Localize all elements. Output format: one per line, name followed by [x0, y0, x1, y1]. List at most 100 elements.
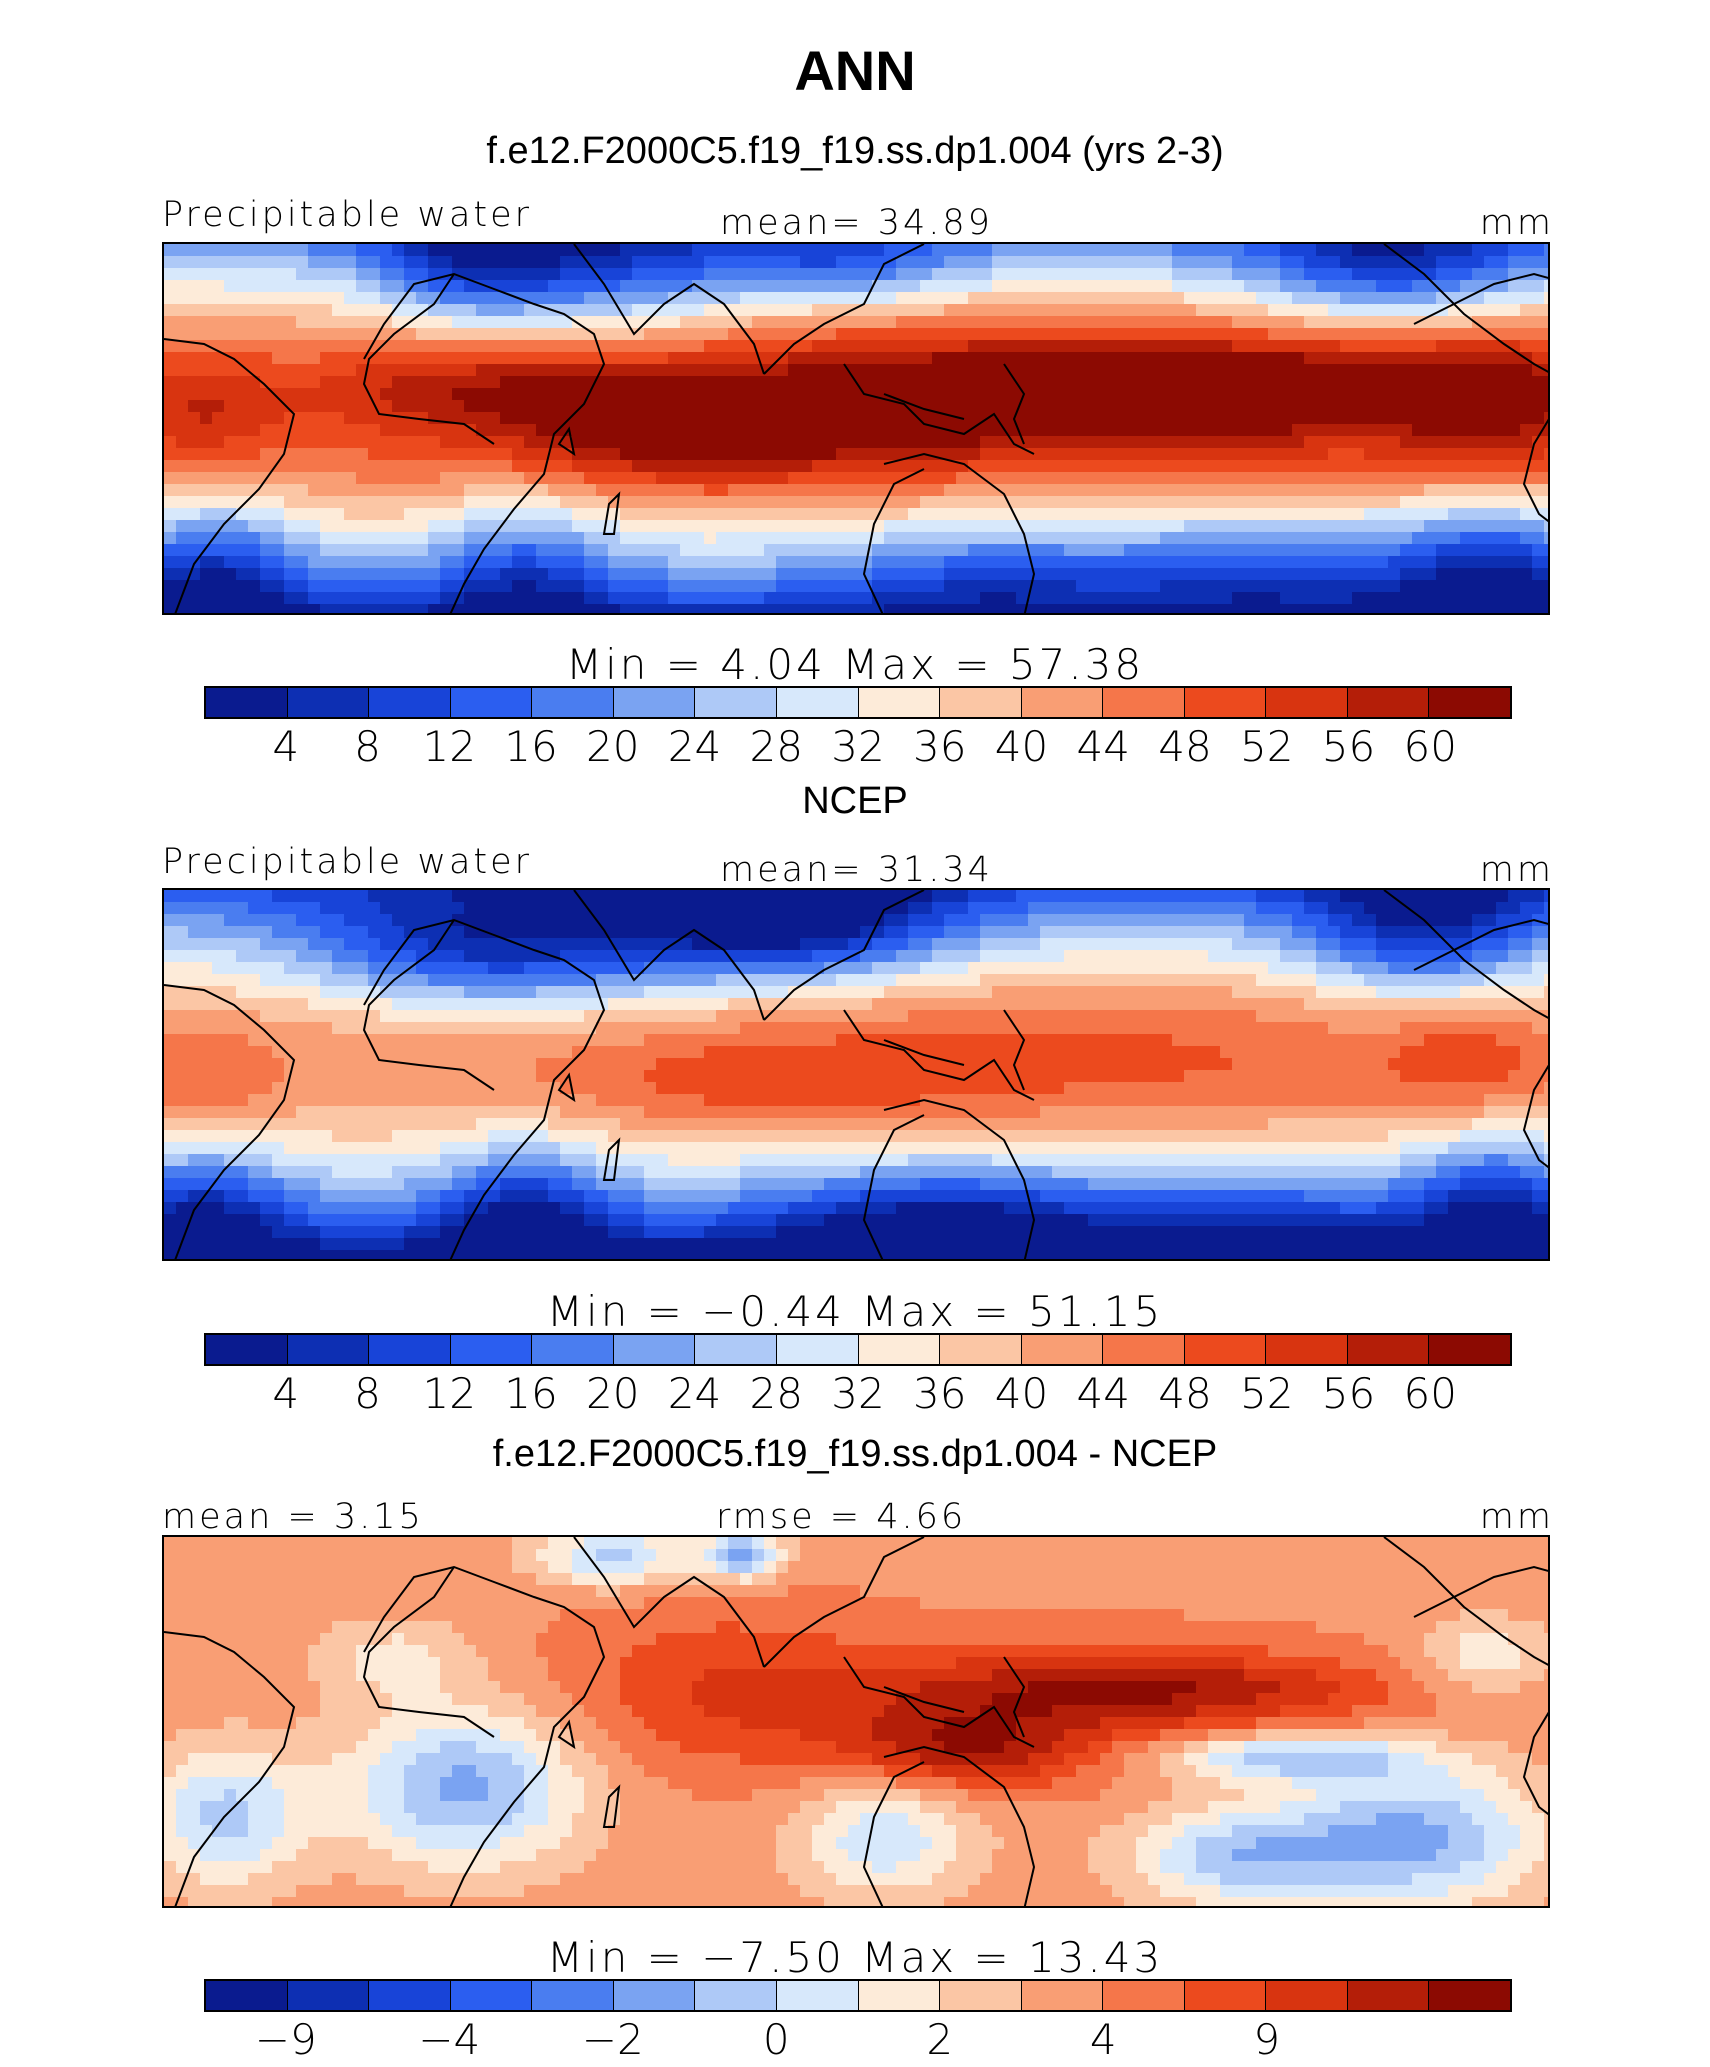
coastline: [363, 1565, 606, 1906]
coastline: [164, 338, 296, 613]
colorbar-tick-label: 8: [354, 722, 381, 771]
coastline: [573, 1537, 765, 1668]
coastline: [602, 491, 621, 535]
min-max-label: Min = 4.04 Max = 57.38: [565, 640, 1145, 689]
colorbar-swatch: [450, 688, 533, 717]
panel-title: f.e12.F2000C5.f19_f19.ss.dp1.004 - NCEP: [492, 1433, 1218, 1475]
colorbar-tick-label: −9: [254, 2015, 317, 2064]
coastline: [862, 1761, 925, 1906]
units-label: mm: [1479, 850, 1554, 890]
field-diff: [164, 1537, 1548, 1906]
coastline: [1003, 1009, 1026, 1091]
colorbar-swatch: [1266, 1335, 1348, 1364]
coastline: [557, 1072, 576, 1103]
variable-label: Precipitable water: [162, 195, 533, 235]
coastline: [602, 1137, 621, 1181]
colorbar-swatch: [287, 1981, 370, 2010]
rmse-label: rmse = 4.66: [716, 1497, 967, 1537]
colorbar-ticks: 4 8 12 16 20 24 28 32 36 40 44 48 52 56 60: [204, 722, 1512, 771]
colorbar-swatch: [858, 688, 941, 717]
colorbar-tick-label: 36: [913, 722, 967, 771]
colorbar-tick-label: −4: [418, 2015, 481, 2064]
colorbar-swatch: [450, 1981, 533, 2010]
coastline: [1383, 1537, 1548, 1666]
colorbar-tick-label: 8: [354, 1369, 381, 1418]
coastline: [362, 919, 495, 1091]
field-model: [164, 244, 1548, 613]
colorbar: [204, 1333, 1512, 1366]
colorbar-swatch: [613, 688, 696, 717]
colorbar-swatch: [450, 1335, 533, 1364]
coastline: [1003, 363, 1026, 445]
min-max-label: Min = −0.44 Max = 51.15: [546, 1287, 1164, 1336]
colorbar-swatch: [1021, 1335, 1104, 1364]
coastline: [883, 1098, 1036, 1259]
colorbar-swatch: [613, 1335, 696, 1364]
contour-plot-svg: [164, 1537, 1548, 1906]
mean-label: mean = 3.15: [162, 1497, 424, 1537]
coastline: [573, 244, 765, 375]
colorbar-swatch: [1429, 688, 1510, 717]
colorbar: [204, 686, 1512, 719]
colorbar-ticks: −9 −4 −2 0 2 4 9: [204, 2015, 1512, 2064]
colorbar-swatch: [1184, 1335, 1267, 1364]
coastline: [557, 426, 576, 457]
panel-title: NCEP: [802, 780, 908, 822]
coastline: [1522, 1064, 1548, 1169]
colorbar-tick-label: 56: [1321, 722, 1376, 771]
coastline: [883, 1745, 1036, 1906]
coastline: [573, 890, 765, 1021]
colorbar-tick-label: 32: [831, 722, 885, 771]
units-label: mm: [1479, 1497, 1554, 1537]
mean-label: mean= 31.34: [720, 850, 993, 890]
colorbar-swatch: [1184, 1981, 1267, 2010]
colorbar-swatch: [369, 1981, 451, 2010]
colorbar-swatch: [695, 688, 777, 717]
coastlines: [164, 890, 1548, 1259]
coastline: [164, 984, 296, 1259]
mean-label: mean= 34.89: [720, 203, 993, 243]
colorbar-tick-label: 0: [762, 2015, 790, 2064]
colorbar-swatch: [1184, 688, 1267, 717]
colorbar-tick-label: 20: [586, 722, 640, 771]
coastline: [1383, 890, 1548, 1019]
coastline: [843, 1009, 1035, 1101]
coastline: [883, 1686, 965, 1713]
colorbar-swatch: [1021, 688, 1104, 717]
colorbar-tick-label: 48: [1158, 722, 1212, 771]
colorbar-tick-label: 4: [272, 1369, 300, 1418]
colorbar-swatch: [206, 1981, 288, 2010]
coastline: [1413, 1565, 1548, 1618]
colorbar-swatch: [858, 1981, 941, 2010]
coastline: [363, 272, 606, 613]
colorbar-swatch: [369, 688, 451, 717]
colorbar-swatch: [287, 1335, 370, 1364]
colorbar-swatch: [206, 1335, 288, 1364]
page-title: ANN: [794, 39, 916, 102]
coastline: [1413, 918, 1548, 971]
colorbar-swatch: [1021, 1981, 1104, 2010]
contour-plot-svg: [164, 244, 1548, 613]
colorbar-swatch: [1347, 688, 1430, 717]
coastline: [1383, 244, 1548, 373]
colorbar-swatch: [940, 688, 1022, 717]
colorbar-swatch: [695, 1335, 777, 1364]
coastline: [883, 452, 1036, 613]
colorbar-tick-label: 56: [1321, 1369, 1376, 1418]
colorbar-tick-label: 9: [1253, 2015, 1281, 2064]
colorbar-tick-label: 4: [1089, 2015, 1117, 2064]
colorbar-tick-label: 12: [422, 722, 476, 771]
coastline: [362, 273, 495, 445]
colorbar-tick-label: 28: [749, 1369, 803, 1418]
coastlines: [164, 244, 1548, 613]
colorbar-tick-label: 32: [831, 1369, 885, 1418]
contour-map-model: [162, 242, 1550, 615]
coastline: [763, 1537, 925, 1668]
colorbar-swatch: [613, 1981, 696, 2010]
coastlines: [164, 1537, 1548, 1906]
contour-map-diff: [162, 1535, 1550, 1908]
contour-plot-svg: [164, 890, 1548, 1259]
colorbar-tick-label: 16: [504, 722, 558, 771]
colorbar-tick-label: 12: [422, 1369, 476, 1418]
coastline: [1003, 1656, 1026, 1738]
